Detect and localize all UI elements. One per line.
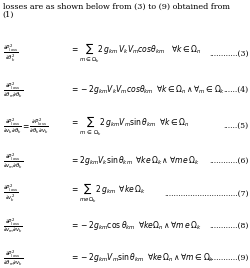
Text: $\frac{\partial P^2_{loss}}{\partial \theta_m\partial v_k}$: $\frac{\partial P^2_{loss}}{\partial \th…: [2, 248, 22, 268]
Text: $\frac{\partial P^2_{loss}}{\partial v^2_k}$: $\frac{\partial P^2_{loss}}{\partial v^2…: [2, 183, 18, 204]
Text: ......(5): ......(5): [222, 122, 248, 130]
Text: $= -2g_{km}V_m\sin\theta_{km} \;\; \forall ke\,\Omega_n \wedge \forall m\in\Omeg: $= -2g_{km}V_m\sin\theta_{km} \;\; \fora…: [70, 251, 214, 264]
Text: ............(6): ............(6): [208, 157, 248, 165]
Text: $= \sum_{m\,\in\,\Omega_k} 2\,g_{km} V_m \sin\theta_{km} \;\; \forall k \in \Ome: $= \sum_{m\,\in\,\Omega_k} 2\,g_{km} V_m…: [70, 114, 189, 138]
Text: ............(8): ............(8): [208, 222, 248, 230]
Text: ............(3): ............(3): [208, 50, 248, 58]
Text: $\frac{\partial P^2_{loss}}{\partial \theta_m\partial \theta_k}$: $\frac{\partial P^2_{loss}}{\partial \th…: [2, 80, 22, 100]
Text: ...............................(7): ...............................(7): [163, 189, 248, 198]
Text: $= 2g_{km}V_k\sin\theta_{km} \;\; \forall ke\,\Omega_k \wedge \forall m\,e\,\Ome: $= 2g_{km}V_k\sin\theta_{km} \;\; \foral…: [70, 154, 200, 167]
Text: $\frac{\partial P^2_{loss}}{\partial v_m\partial \theta_k}$: $\frac{\partial P^2_{loss}}{\partial v_m…: [2, 151, 22, 171]
Text: $\frac{\partial P^2_{loss}}{\partial \theta^2_k}$: $\frac{\partial P^2_{loss}}{\partial \th…: [2, 43, 18, 64]
Text: $= -2g_{km}V_kV_m cos\theta_{km} \;\; \forall k \in \Omega_n \wedge \forall_m\in: $= -2g_{km}V_kV_m cos\theta_{km} \;\; \f…: [70, 83, 225, 96]
Text: $= \sum_{m\in\Omega_k} 2\,g_{km}\,V_k V_m cos\theta_{km} \quad \forall k \in \Om: $= \sum_{m\in\Omega_k} 2\,g_{km}\,V_k V_…: [70, 42, 201, 65]
Text: losses are as shown below from (3) to (9) obtained from: losses are as shown below from (3) to (9…: [2, 3, 228, 11]
Text: $= -2g_{km}\cos\theta_{km} \;\; \forall ke\Omega_n \wedge \forall m\,e\,\Omega_k: $= -2g_{km}\cos\theta_{km} \;\; \forall …: [70, 219, 201, 232]
Text: ............(9): ............(9): [208, 254, 248, 262]
Text: $\frac{\partial P^2_{loss}}{\partial v_m\partial v_k}$: $\frac{\partial P^2_{loss}}{\partial v_m…: [2, 216, 22, 235]
Text: (1): (1): [2, 11, 14, 19]
Text: ......(4): ......(4): [222, 86, 248, 94]
Text: $\frac{\partial P^2_{loss}}{\partial v_k\partial \theta_k} = \frac{\partial P^2_: $\frac{\partial P^2_{loss}}{\partial v_k…: [2, 116, 48, 136]
Text: $= \sum_{me\,\Omega_k} 2\,g_{km} \;\; \forall ke\,\Omega_k$: $= \sum_{me\,\Omega_k} 2\,g_{km} \;\; \f…: [70, 182, 145, 205]
